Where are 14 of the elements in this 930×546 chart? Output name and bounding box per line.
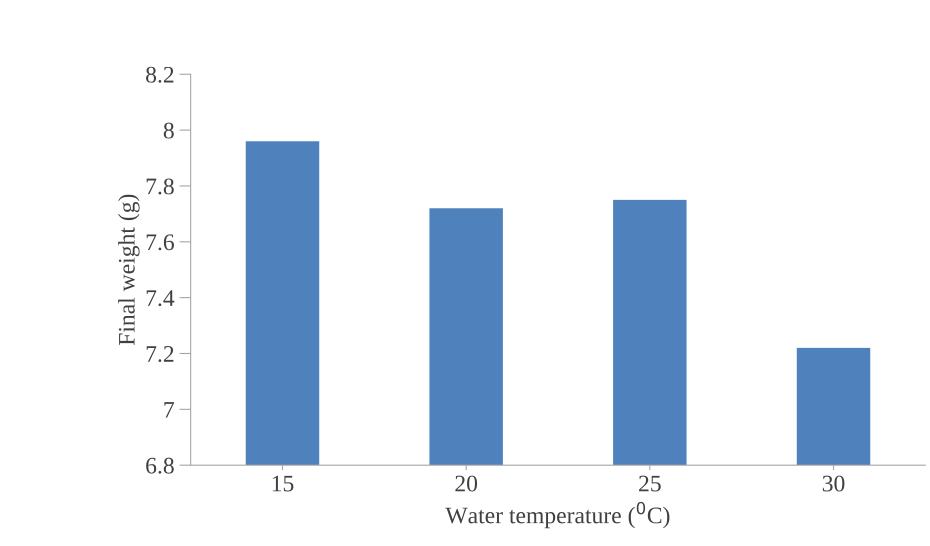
y-tick-label: 7.4 xyxy=(146,290,174,306)
y-tick-label: 8.2 xyxy=(146,66,174,83)
x-tick-label: 30 xyxy=(822,476,844,492)
x-tick-label: 25 xyxy=(639,476,661,492)
y-tick-label: 6.8 xyxy=(146,458,174,474)
y-tick-label: 7 xyxy=(164,402,174,418)
y-tick-label: 7.2 xyxy=(146,346,174,362)
y-tick-label: 7.6 xyxy=(146,234,174,250)
x-tick-label: 15 xyxy=(272,476,294,492)
x-axis-title: Water temperature ($^{0}$C) xyxy=(445,502,670,528)
y-axis-title: Final weight (g) xyxy=(118,194,140,346)
y-tick-label: 8 xyxy=(164,122,174,139)
y-tick-label: 7.8 xyxy=(146,178,174,194)
x-tick-label: 20 xyxy=(455,476,478,492)
